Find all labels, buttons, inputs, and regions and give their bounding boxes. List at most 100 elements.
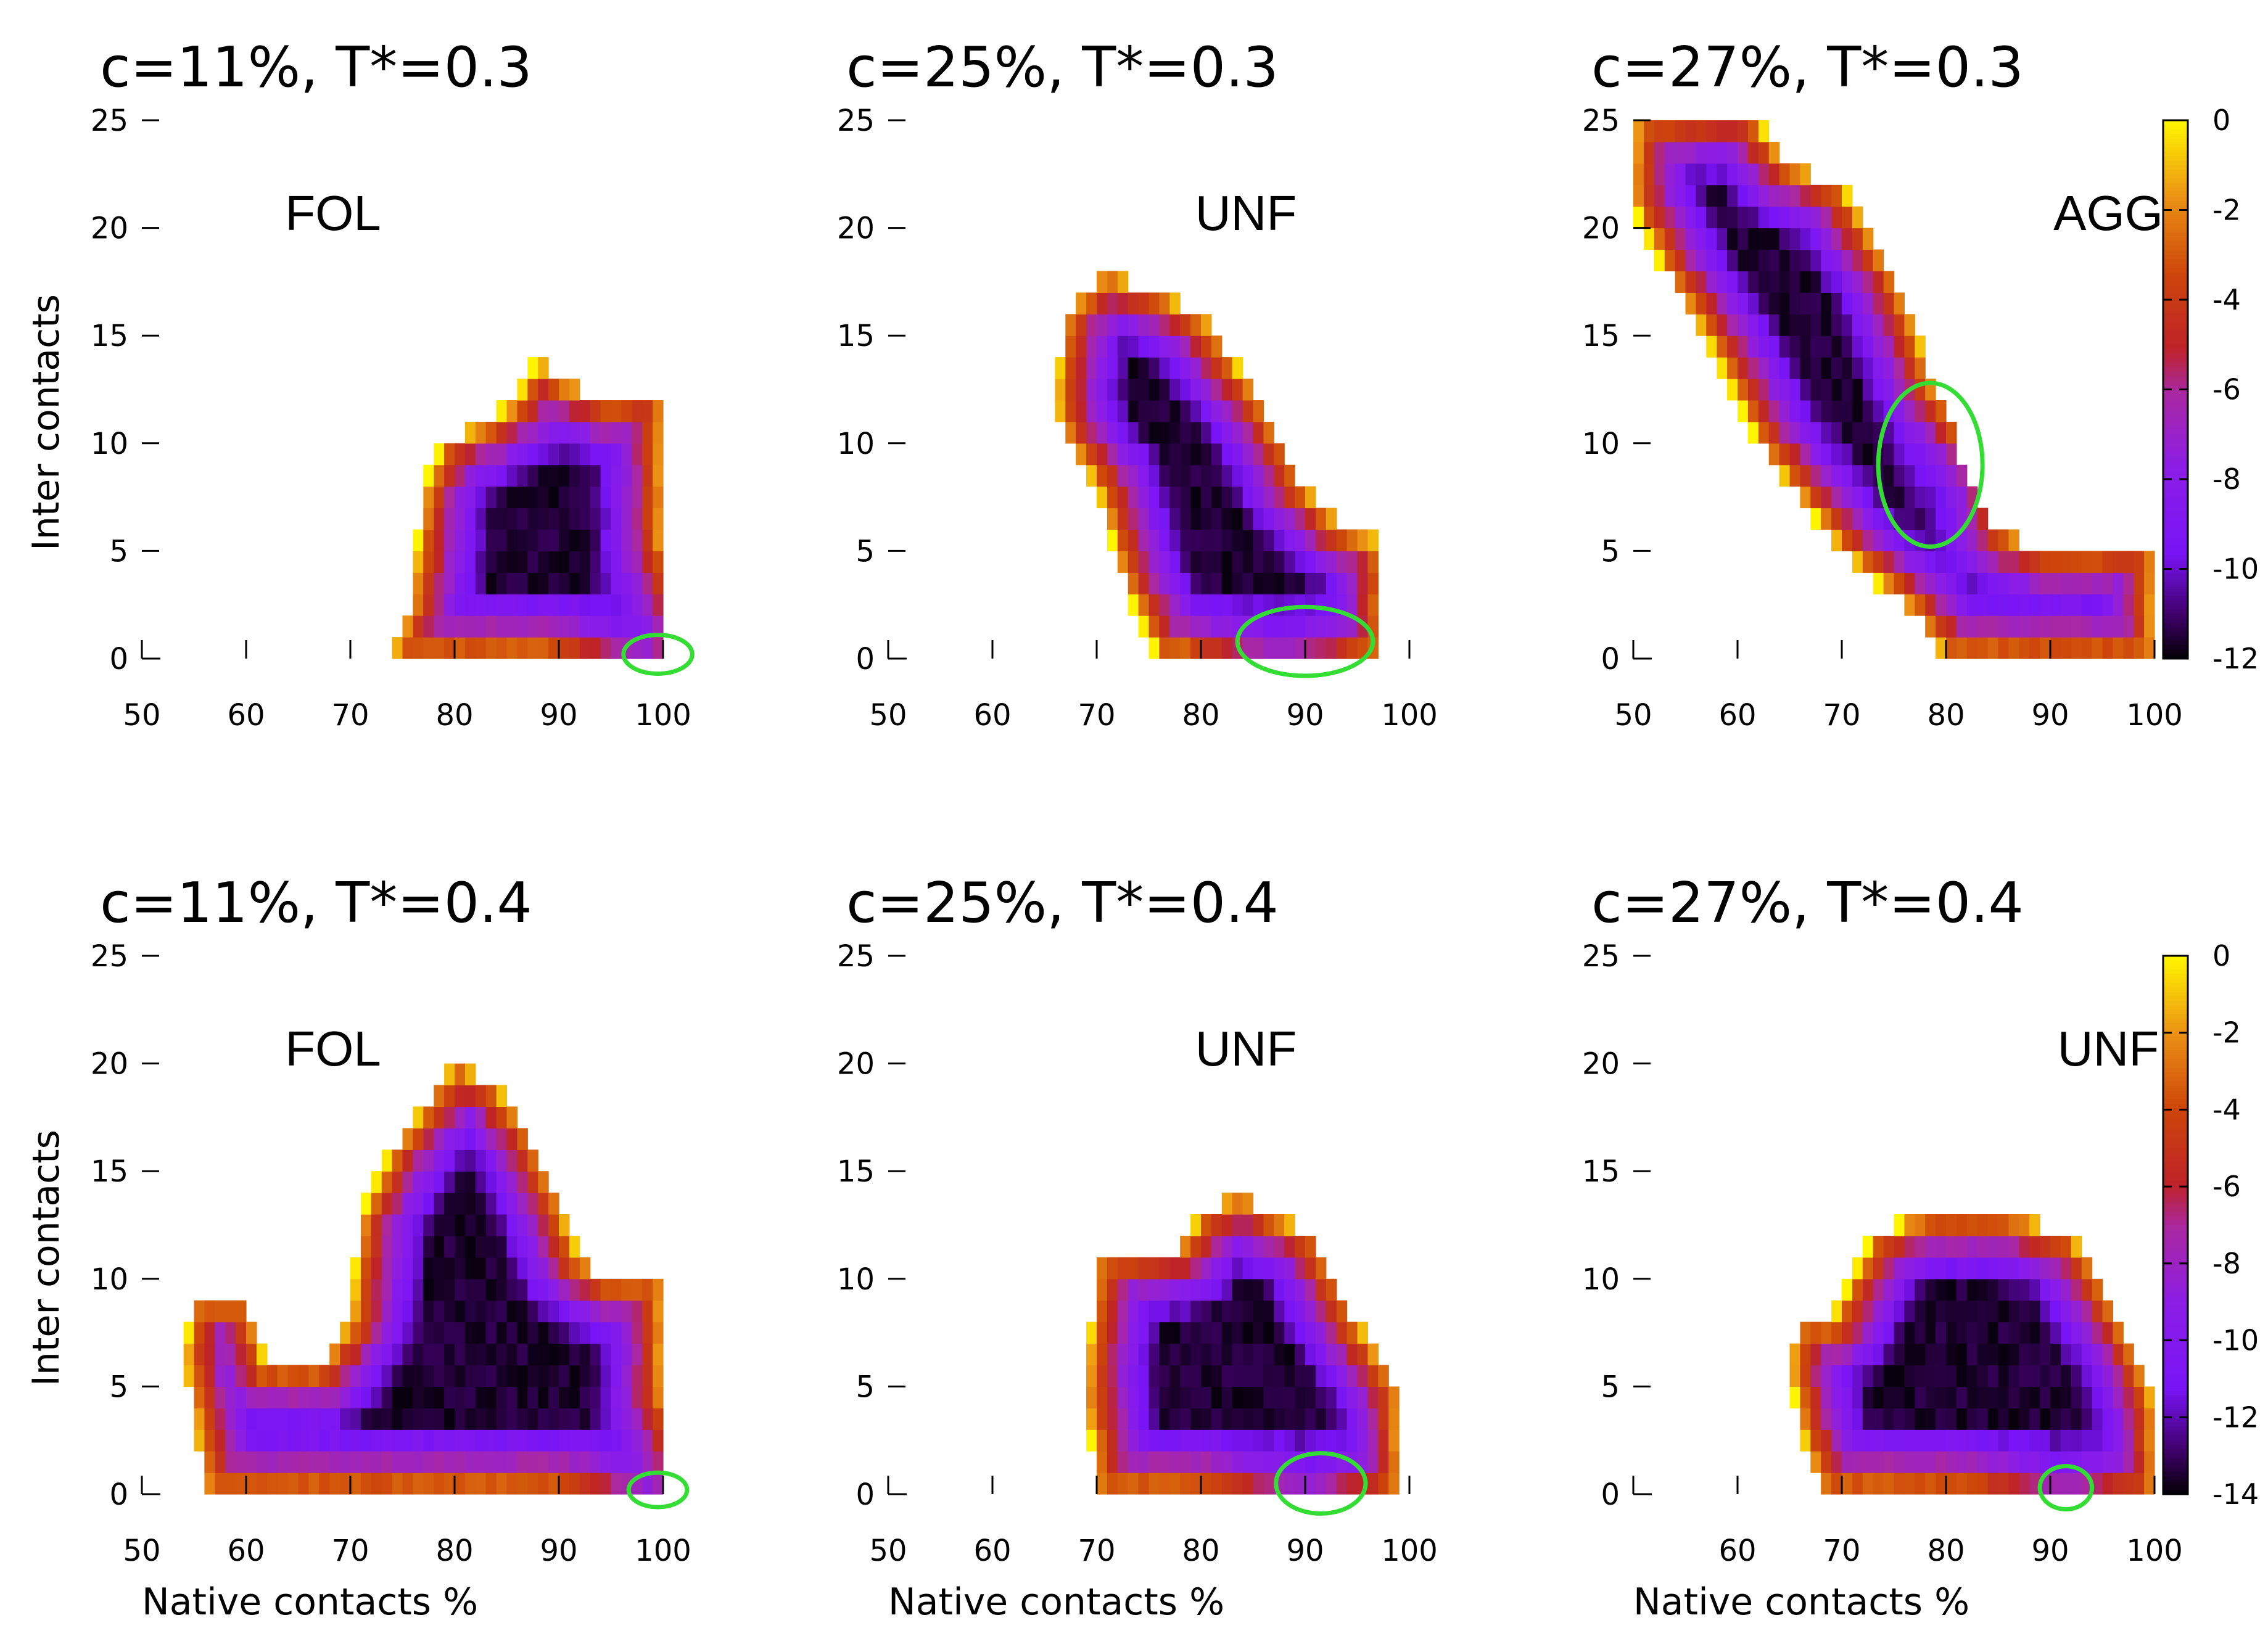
heatmap-cell: [2008, 1321, 2019, 1344]
colorbar-segment: [2163, 434, 2188, 440]
colorbar-segment: [2163, 367, 2188, 372]
heatmap-cell: [1138, 1451, 1150, 1473]
heatmap-cell: [642, 464, 653, 487]
heatmap-cell: [485, 1278, 497, 1301]
x-tick-label: 60: [227, 1534, 265, 1568]
heatmap-cell: [1107, 335, 1118, 358]
heatmap-cell: [1946, 464, 1957, 487]
heatmap-cell: [1211, 1236, 1223, 1258]
heatmap-cell: [1966, 508, 1978, 530]
heatmap-cell: [2102, 1321, 2113, 1344]
heatmap-cell: [1842, 228, 1853, 250]
heatmap-cell: [632, 508, 643, 530]
heatmap-cell: [548, 508, 559, 530]
heatmap-cell: [402, 1171, 413, 1193]
heatmap-cell: [1055, 379, 1066, 401]
heatmap-cell: [2113, 1429, 2124, 1452]
heatmap-cell: [1190, 1473, 1202, 1495]
heatmap-cell: [1211, 1214, 1223, 1236]
heatmap-cell: [1977, 1257, 1989, 1280]
heatmap-cell: [1925, 1429, 1936, 1452]
heatmap-cell: [1977, 1278, 1989, 1301]
heatmap-cell: [1086, 314, 1097, 336]
heatmap-cell: [1305, 1473, 1316, 1495]
heatmap-cell: [548, 1451, 559, 1473]
heatmap-cell: [1232, 400, 1243, 422]
heatmap-cell: [569, 1300, 580, 1323]
heatmap-cell: [381, 1408, 393, 1430]
heatmap-cell: [402, 1343, 413, 1366]
heatmap-cell: [1315, 615, 1327, 638]
heatmap-cell: [1842, 1365, 1853, 1387]
heatmap-cell: [1169, 1429, 1181, 1452]
heatmap-cell: [2008, 615, 2019, 638]
colorbar-segment: [2163, 501, 2188, 507]
heatmap-cell: [621, 1365, 632, 1387]
heatmap-cell: [434, 443, 445, 466]
x-tick-label: 90: [1286, 698, 1324, 733]
colorbar-segment: [2163, 1323, 2188, 1329]
heatmap-cell: [496, 486, 508, 509]
heatmap-cell: [1664, 249, 1676, 271]
colorbar-segment: [2163, 286, 2188, 292]
heatmap-cell: [1789, 314, 1800, 336]
heatmap-cell: [1159, 1300, 1170, 1323]
heatmap-cell: [464, 1257, 476, 1280]
heatmap-cell: [1148, 615, 1160, 638]
heatmap-cell: [1211, 1257, 1223, 1280]
heatmap-cell: [1758, 120, 1770, 142]
colorbar-segment: [2163, 1426, 2188, 1432]
colorbar-segment: [2163, 1099, 2188, 1104]
heatmap-cell: [444, 508, 455, 530]
heatmap-cell: [1831, 443, 1842, 466]
heatmap-cell: [579, 572, 591, 594]
y-tick-label: 5: [856, 1370, 875, 1404]
heatmap-cell: [1148, 1473, 1160, 1495]
colorbar-segment: [2163, 640, 2188, 646]
heatmap-cell: [1065, 379, 1076, 401]
heatmap-cell: [548, 551, 559, 573]
heatmap-cell: [600, 637, 612, 659]
heatmap-cell: [1367, 551, 1379, 573]
colorbar-segment: [2163, 277, 2188, 282]
heatmap-cell: [506, 1149, 518, 1172]
heatmap-cell: [2134, 551, 2145, 573]
y-tick-label: 10: [837, 427, 875, 461]
heatmap-cell: [1180, 486, 1191, 509]
heatmap-cell: [1201, 1278, 1212, 1301]
heatmap-cell: [548, 1257, 559, 1280]
heatmap-cell: [653, 1321, 664, 1344]
heatmap-cell: [2134, 1408, 2145, 1430]
heatmap-cell: [2029, 1429, 2040, 1452]
heatmap-cell: [455, 1451, 466, 1473]
heatmap-cell: [517, 400, 528, 422]
heatmap-cell: [1097, 1451, 1108, 1473]
heatmap-cell: [1946, 1365, 1957, 1387]
colorbar-segment: [2163, 960, 2188, 966]
heatmap-cell: [517, 421, 528, 444]
heatmap-cell: [1862, 1300, 1874, 1323]
heatmap-cell: [642, 572, 653, 594]
heatmap-cell: [2102, 637, 2113, 659]
heatmap-cell: [381, 1278, 393, 1301]
heatmap-cell: [1148, 508, 1160, 530]
colorbar-segment: [2163, 537, 2188, 543]
heatmap-cell: [632, 443, 643, 466]
x-tick-label: 100: [635, 698, 691, 733]
heatmap-cell: [1346, 1429, 1358, 1452]
heatmap-cell: [464, 1343, 476, 1366]
heatmap-cell: [1190, 1386, 1202, 1408]
colorbar-segment: [2163, 1288, 2188, 1293]
heatmap-cell: [423, 508, 434, 530]
heatmap-cell: [1201, 421, 1212, 444]
heatmap-cell: [2050, 1365, 2061, 1387]
heatmap-cell: [1201, 314, 1212, 336]
heatmap-cell: [1842, 443, 1853, 466]
colorbar-segment: [2163, 631, 2188, 637]
heatmap-cell: [548, 1429, 559, 1452]
colorbar-segment: [2163, 1166, 2188, 1172]
heatmap-cell: [215, 1473, 226, 1495]
heatmap-cell: [1159, 572, 1170, 594]
heatmap-cell: [1821, 1343, 1832, 1366]
heatmap-cell: [1263, 615, 1274, 638]
